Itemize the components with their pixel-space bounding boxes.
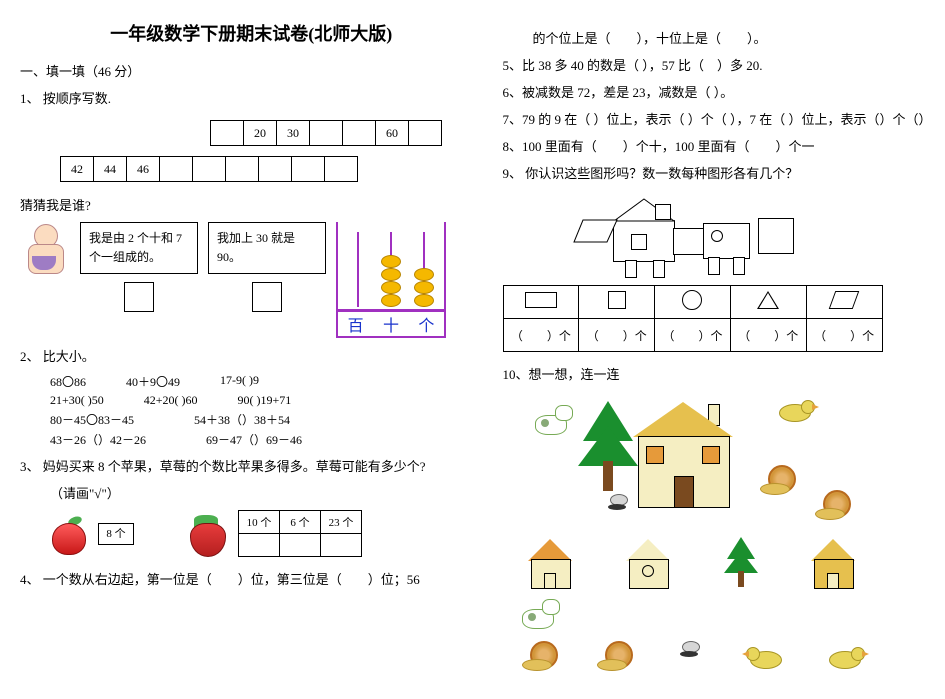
q8: 8、100 里面有（ ）个十，100 里面有（ ）个一 (503, 136, 945, 155)
shape-count[interactable]: （ ）个 (806, 319, 882, 352)
shape-header (806, 286, 882, 319)
right-column: 的个位上是（ ），十位上是（ ）。 5、比 38 多 40 的数是（ ），57 … (503, 20, 945, 679)
q1-row2[interactable]: 42 44 46 (60, 156, 358, 182)
cell[interactable] (160, 157, 193, 182)
shape-count[interactable]: （ ）个 (655, 319, 731, 352)
q1-label: 1、 按顺序写数. (20, 88, 483, 107)
q2-label: 2、 比大小。 (20, 346, 483, 365)
q1-row1[interactable]: 20 30 60 (210, 120, 442, 146)
q4-cont: 的个位上是（ ），十位上是（ ）。 (503, 28, 945, 47)
mosquito-icon[interactable] (670, 633, 710, 673)
cell[interactable] (343, 121, 376, 146)
abacus-label: 十 (373, 312, 408, 336)
match-row-animals (503, 595, 883, 673)
scene (503, 391, 883, 531)
abacus-col-one (423, 232, 425, 307)
apple-icon (50, 515, 88, 553)
tree-small-icon[interactable] (721, 537, 761, 589)
cell[interactable] (211, 121, 244, 146)
baby-icon (20, 222, 70, 277)
shape-header (655, 286, 731, 319)
abacus-col-ten (390, 232, 392, 307)
cell[interactable]: 44 (94, 157, 127, 182)
strawberry-icon (186, 513, 228, 555)
match-row-shapes (503, 537, 883, 589)
apple-count: 8 个 (98, 523, 134, 545)
cell[interactable] (259, 157, 292, 182)
option[interactable]: 23 个 (321, 511, 362, 534)
match-item[interactable] (520, 595, 560, 673)
house-yellow[interactable] (809, 539, 859, 589)
page-title: 一年级数学下册期末试卷(北师大版) (20, 20, 483, 46)
shape-header (503, 286, 579, 319)
shape-count[interactable]: （ ）个 (579, 319, 655, 352)
shape-header (730, 286, 806, 319)
q2-row[interactable]: 43－26（）42－2669－47（）69－46 (50, 431, 483, 448)
shape-count-table[interactable]: （ ）个 （ ）个 （ ）个 （ ）个 （ ）个 (503, 285, 883, 352)
cell[interactable] (325, 157, 358, 182)
bird-icon (773, 396, 815, 426)
house-red-roof[interactable] (526, 539, 576, 589)
riddle-box-1: 我是由 2 个十和 7 个一组成的。 (80, 222, 198, 274)
left-column: 一年级数学下册期末试卷(北师大版) 一、填一填（46 分） 1、 按顺序写数. … (20, 20, 483, 679)
mosquito-icon (598, 486, 638, 526)
riddle-box-2: 我加上 30 就是 90。 (208, 222, 326, 274)
q4-label: 4、 一个数从右边起，第一位是（ ）位，第三位是（ ）位；56 (20, 569, 483, 588)
cell[interactable] (409, 121, 442, 146)
shape-count[interactable]: （ ）个 (730, 319, 806, 352)
dog-icon (533, 401, 573, 441)
cell[interactable]: 60 (376, 121, 409, 146)
cell[interactable] (292, 157, 325, 182)
cell[interactable]: 20 (244, 121, 277, 146)
snail-icon (758, 461, 798, 497)
cell[interactable] (310, 121, 343, 146)
option[interactable]: 6 个 (280, 511, 321, 534)
option[interactable]: 10 个 (239, 511, 280, 534)
strawberry-options[interactable]: 10 个 6 个 23 个 (238, 510, 362, 557)
shape-count[interactable]: （ ）个 (503, 319, 579, 352)
q2-row[interactable]: 80－45〇83－4554＋38（）38＋54 (50, 411, 483, 428)
answer-box-2[interactable] (252, 282, 282, 312)
q5: 5、比 38 多 40 的数是（ ），57 比（ ）多 20. (503, 55, 945, 74)
snail-icon[interactable] (595, 637, 635, 673)
q7: 7、79 的 9 在（ ）位上，表示（ ）个（ ），7 在（ ）位上，表示（）个… (503, 109, 945, 128)
abacus-label: 个 (409, 312, 444, 336)
house-circle-win[interactable] (624, 539, 674, 589)
shape-header (579, 286, 655, 319)
answer-box-1[interactable] (124, 282, 154, 312)
abacus: 百 十 个 (336, 222, 446, 338)
cell[interactable] (226, 157, 259, 182)
q3-hint: （请画"√"） (20, 483, 483, 502)
q9: 9、 你认识这些图形吗？数一数每种图形各有几个？ (503, 163, 945, 182)
q3-label: 3、 妈妈买来 8 个苹果，草莓的个数比苹果多得多。草莓可能有多少个? (20, 456, 483, 475)
cell[interactable]: 46 (127, 157, 160, 182)
snail-icon (813, 486, 853, 522)
q2-row[interactable]: 68〇8640＋9〇4917-9( )9 (50, 373, 483, 390)
abacus-col-hundred (357, 232, 359, 307)
guess-label: 猜猜我是谁? (20, 195, 483, 214)
q10: 10、想一想，连一连 (503, 364, 945, 383)
section-header: 一、填一填（46 分） (20, 61, 483, 80)
q6: 6、被减数是 72，差是 23，减数是（ ）。 (503, 82, 945, 101)
q2-row[interactable]: 21+30( )5042+20( )6090( )19+71 (50, 393, 483, 408)
cell[interactable]: 42 (61, 157, 94, 182)
cell[interactable]: 30 (277, 121, 310, 146)
abacus-label: 百 (338, 312, 373, 336)
shape-composite (543, 190, 823, 280)
cell[interactable] (193, 157, 226, 182)
